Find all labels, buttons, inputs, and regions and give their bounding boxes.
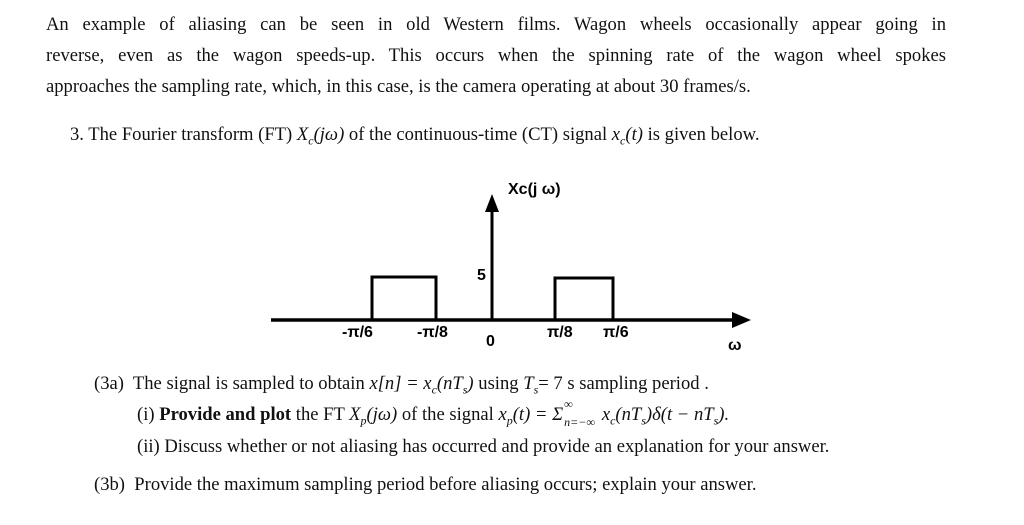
omega-axis-arrow-icon xyxy=(732,312,751,328)
band-negative xyxy=(370,275,438,320)
amplitude-label: 5 xyxy=(477,267,486,284)
part-3b-label: (3b) xyxy=(94,474,125,495)
question-number: 3. xyxy=(70,124,84,145)
part-3a-item-ii: (ii) Discuss whether or not aliasing has… xyxy=(137,436,830,457)
intro-line-2: reverse, even as the wagon speeds-up. Th… xyxy=(46,45,946,66)
signal-symbol: xc(t) xyxy=(611,124,643,148)
x-axis-label: ω xyxy=(728,337,742,354)
magnitude-axis-arrow-icon xyxy=(485,194,499,212)
xp-ft-symbol: Xp(jω) xyxy=(349,404,398,428)
tick-label-neg-pi-6: -π/6 xyxy=(342,324,373,341)
sampled-signal-eq: x[n] = xc(nTs) xyxy=(369,373,474,397)
tick-label-zero: 0 xyxy=(486,333,495,350)
emphasis-provide-and-plot: Provide and plot xyxy=(159,404,292,425)
impulse-train-formula: xp(t) = Σ ∞ n=−∞ xc(nTs)δ(t − nTs). xyxy=(498,397,730,429)
ft-symbol: Xc(jω) xyxy=(296,124,345,148)
y-axis-label: Xc(j ω) xyxy=(508,181,561,198)
question-3-statement: 3. The Fourier transform (FT) Xc(jω) of … xyxy=(70,124,760,148)
sampling-period-symbol: Ts xyxy=(523,373,539,397)
tick-label-neg-pi-8: -π/8 xyxy=(417,324,448,341)
tick-label-pi-6: π/6 xyxy=(603,324,629,341)
part-3b-statement: (3b) Provide the maximum sampling period… xyxy=(94,474,757,495)
intro-paragraph: An example of aliasing can be seen in ol… xyxy=(46,9,946,102)
part-3a-item-i: (i) Provide and plot the FT Xp(jω) of th… xyxy=(137,397,730,429)
tick-label-pi-8: π/8 xyxy=(547,324,573,341)
intro-line-3: approaches the sampling rate, which, in … xyxy=(46,76,751,97)
part-3a-label: (3a) xyxy=(94,373,124,394)
part-3a-statement: (3a) The signal is sampled to obtain x[n… xyxy=(94,373,709,397)
sampling-period-value: = 7 s xyxy=(538,373,575,394)
band-positive xyxy=(553,276,615,320)
intro-line-1: An example of aliasing can be seen in ol… xyxy=(46,14,946,35)
